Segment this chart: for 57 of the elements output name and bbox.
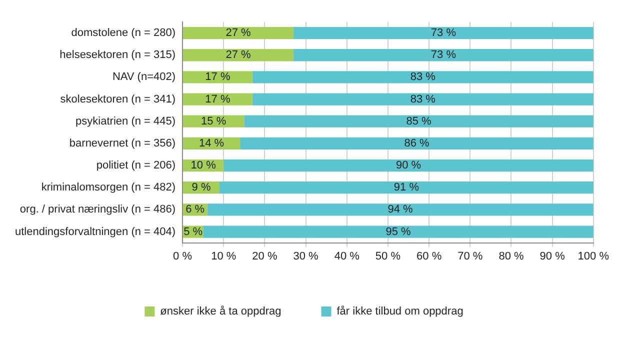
data-label: 27 % xyxy=(226,49,251,62)
data-label: 95 % xyxy=(386,226,411,238)
data-label: 14 % xyxy=(199,137,224,150)
data-label: 94 % xyxy=(388,204,414,216)
y-tick-label: barnevernet (n = 356) xyxy=(69,137,176,150)
data-label: 15 % xyxy=(201,115,226,128)
data-label: 10 % xyxy=(190,160,216,172)
x-tick-label: 50 % xyxy=(375,250,401,262)
x-tick-label: 10 % xyxy=(211,250,236,262)
y-tick-label: domstolene (n = 280) xyxy=(71,27,176,40)
y-tick-label: org. / privat næringsliv (n = 486) xyxy=(20,204,176,216)
bar xyxy=(203,226,594,238)
data-label: 73 % xyxy=(430,27,456,40)
data-label: 73 % xyxy=(430,49,456,62)
data-label: 17 % xyxy=(205,71,230,84)
bar xyxy=(240,137,594,150)
x-tick-label: 80 % xyxy=(498,250,524,262)
bar xyxy=(293,49,594,62)
data-label: 27 % xyxy=(226,27,251,40)
legend-label: får ikke tilbud om oppdrag xyxy=(336,306,464,318)
bar xyxy=(207,204,594,216)
x-tick-label: 90 % xyxy=(540,250,566,262)
legend-label: ønsker ikke å ta oppdrag xyxy=(160,306,282,318)
bar xyxy=(252,93,594,106)
bar xyxy=(224,159,594,172)
bar xyxy=(183,26,294,40)
data-label: 91 % xyxy=(394,182,420,194)
bar xyxy=(252,71,594,84)
x-tick-label: 20 % xyxy=(252,250,278,262)
y-tick-label: psykiatrien (n = 445) xyxy=(76,115,176,128)
x-tick-label: 100 % xyxy=(578,250,610,262)
x-tick-label: 70 % xyxy=(458,250,483,262)
data-label: 83 % xyxy=(410,71,436,84)
x-tick-label: 60 % xyxy=(416,250,442,262)
data-label: 5 % xyxy=(184,226,203,238)
data-label: 85 % xyxy=(406,115,432,128)
y-tick-label: helsesektoren (n = 315) xyxy=(60,49,176,62)
y-tick-label: NAV (n=402) xyxy=(112,71,176,84)
data-label: 86 % xyxy=(404,137,430,150)
data-label: 9 % xyxy=(192,182,211,194)
y-tick-label: kriminalomsorgen (n = 482) xyxy=(41,182,176,194)
bar xyxy=(293,26,594,40)
data-label: 83 % xyxy=(410,93,436,106)
bar xyxy=(244,115,594,128)
x-tick-label: 30 % xyxy=(293,250,319,262)
data-label: 6 % xyxy=(186,204,205,216)
data-label: 90 % xyxy=(396,160,422,172)
x-tick-label: 40 % xyxy=(334,250,360,262)
y-tick-label: politiet (n = 206) xyxy=(96,160,176,172)
bar xyxy=(183,49,294,62)
data-label: 17 % xyxy=(205,93,230,106)
x-tick-label: 0 % xyxy=(173,250,192,262)
bar xyxy=(183,93,252,106)
bar xyxy=(220,182,594,194)
y-tick-label: skolesektoren (n = 341) xyxy=(60,93,176,106)
bar xyxy=(183,71,252,84)
y-tick-label: utlendingsforvaltningen (n = 404) xyxy=(14,226,176,238)
